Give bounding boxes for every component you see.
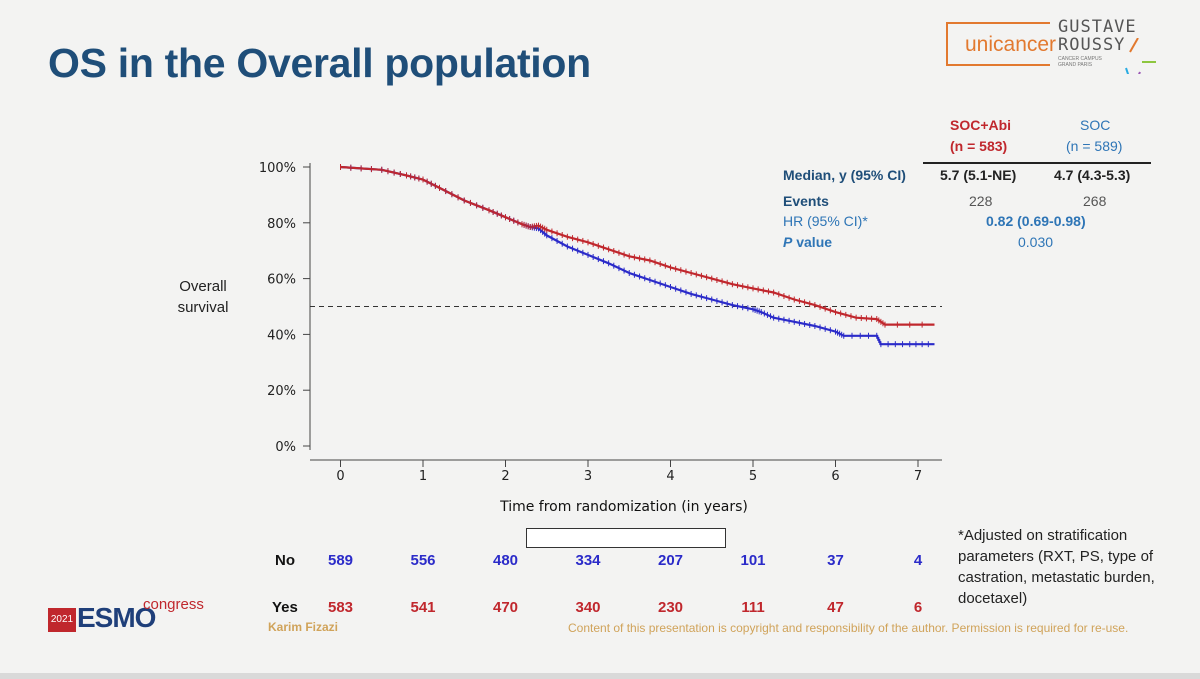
- p-label: P value: [783, 234, 832, 250]
- legend-box: [526, 528, 726, 548]
- risk-count-yes: 111: [741, 599, 765, 616]
- risk-label-yes: Yes: [272, 599, 298, 616]
- x-tick-label: 2: [501, 469, 509, 484]
- y-tick-label: 80%: [267, 217, 296, 232]
- events-col2: 268: [1083, 193, 1107, 209]
- gustave-roussy-sub2: GRAND PARIS: [1058, 62, 1093, 68]
- risk-count-no: 556: [410, 552, 436, 569]
- risk-count-no: 480: [492, 552, 519, 569]
- y-tick-label: 20%: [267, 384, 296, 399]
- risk-count-no: 589: [327, 552, 354, 569]
- events-label: Events: [783, 193, 829, 209]
- y-axis-title: Overall survival: [162, 276, 244, 318]
- p-label-rest: value: [792, 234, 833, 250]
- col1-header: SOC+Abi: [950, 117, 1012, 133]
- hr-value: 0.82 (0.69-0.98): [986, 213, 1086, 229]
- risk-label-no: No: [275, 552, 295, 569]
- video-bottom-strip: [0, 673, 1200, 679]
- x-axis-title: Time from randomization (in years): [499, 499, 748, 515]
- gustave-roussy-wordmark: GUSTAVE ROUSSY: [1058, 18, 1158, 54]
- col1-n: (n = 583): [950, 138, 1008, 154]
- gustave-roussy-mark-icon: [1125, 38, 1156, 74]
- y-axis-title-line1: Overall: [179, 278, 227, 295]
- esmo-wordmark: ESMO: [77, 602, 156, 633]
- y-tick-label: 40%: [267, 328, 296, 343]
- hr-label: HR (95% CI)*: [783, 213, 868, 229]
- x-tick-label: 5: [749, 469, 757, 484]
- risk-count-no: 334: [575, 552, 601, 569]
- x-tick-label: 4: [666, 469, 674, 484]
- slide-title: OS in the Overall population: [48, 40, 591, 86]
- p-value: 0.030: [1018, 234, 1054, 250]
- y-axis-title-line2: survival: [177, 299, 229, 316]
- y-tick-label: 100%: [259, 161, 296, 176]
- events-col1: 228: [969, 193, 993, 209]
- copyright-notice: Content of this presentation is copyrigh…: [568, 621, 1129, 635]
- risk-count-yes: 340: [575, 599, 601, 616]
- risk-count-yes: 470: [492, 599, 519, 616]
- risk-count-no: 37: [827, 552, 844, 569]
- risk-count-yes: 6: [913, 599, 923, 616]
- gustave-roussy-logo: GUSTAVE ROUSSY CANCER CAMPUS GRAND PARIS: [1058, 18, 1158, 74]
- gustave-roussy-subtitle: CANCER CAMPUS GRAND PARIS: [1058, 56, 1158, 68]
- p-label-italic: P: [783, 234, 793, 250]
- censor-marks: [340, 164, 929, 348]
- presenter-name: Karim Fizazi: [268, 620, 339, 634]
- col2-header: SOC: [1080, 117, 1111, 133]
- unicancer-logo: unicancer: [946, 22, 1056, 66]
- esmo-congress-text: congress: [143, 596, 204, 613]
- risk-count-yes: 583: [327, 599, 354, 616]
- col2-n: (n = 589): [1066, 138, 1123, 154]
- x-tick-label: 3: [584, 469, 592, 484]
- x-tick-label: 1: [419, 469, 427, 484]
- median-label: Median, y (95% CI): [783, 167, 906, 183]
- table-rule: [923, 162, 1151, 164]
- median-col1: 5.7 (5.1-NE): [940, 167, 1017, 183]
- risk-count-no: 101: [740, 552, 766, 569]
- axes: 0% 20% 40% 60% 80% 100% 0 1 2 3 4 5 6 7: [259, 161, 942, 484]
- x-tick-label: 7: [914, 469, 922, 484]
- risk-count-yes: 230: [657, 599, 684, 616]
- x-tick-label: 6: [831, 469, 839, 484]
- risk-count-no: 4: [913, 552, 923, 569]
- summary-table: SOC+Abi (n = 583) SOC (n = 589) Median, …: [760, 114, 1160, 254]
- gustave-roussy-line1: GUSTAVE: [1058, 17, 1137, 37]
- gustave-roussy-sub1: CANCER CAMPUS: [1058, 56, 1102, 62]
- risk-count-no: 207: [657, 552, 684, 569]
- risk-count-yes: 541: [410, 599, 436, 616]
- y-tick-label: 60%: [267, 273, 296, 288]
- median-col2: 4.7 (4.3-5.3): [1054, 167, 1131, 183]
- risk-count-yes: 47: [827, 599, 844, 616]
- x-tick-label: 0: [336, 469, 344, 484]
- y-tick-label: 0%: [275, 440, 296, 455]
- esmo-year: 2021: [48, 608, 76, 632]
- footnote: *Adjusted on stratification parameters (…: [958, 527, 1155, 607]
- gustave-roussy-line2: ROUSSY: [1058, 35, 1126, 55]
